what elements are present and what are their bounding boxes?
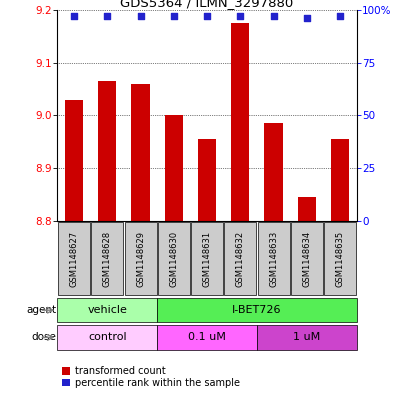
Point (104, 13, 110, 20)
Point (71, 13, 77, 20)
Bar (264, 123, 282, 221)
Title: GDS5364 / ILMN_3297880: GDS5364 / ILMN_3297880 (120, 0, 293, 9)
Point (303, 15, 309, 22)
Text: 0.1 uM: 0.1 uM (188, 332, 225, 342)
Text: I-BET726: I-BET726 (231, 305, 281, 315)
Bar (131, 84, 149, 221)
FancyBboxPatch shape (324, 222, 355, 295)
Point (336, 13, 342, 20)
Point (236, 13, 243, 20)
FancyBboxPatch shape (91, 222, 123, 295)
FancyBboxPatch shape (57, 325, 157, 350)
Text: GSM1148628: GSM1148628 (103, 231, 112, 287)
Point (137, 13, 144, 20)
Text: GSM1148631: GSM1148631 (202, 231, 211, 287)
FancyBboxPatch shape (256, 325, 356, 350)
Text: GSM1148633: GSM1148633 (268, 231, 277, 287)
FancyBboxPatch shape (57, 298, 157, 322)
FancyBboxPatch shape (224, 222, 256, 295)
Text: GSM1148627: GSM1148627 (70, 231, 79, 287)
FancyBboxPatch shape (257, 222, 289, 295)
FancyBboxPatch shape (124, 222, 156, 295)
Point (170, 13, 177, 20)
Text: GSM1148629: GSM1148629 (136, 231, 145, 287)
Legend: transformed count, percentile rank within the sample: transformed count, percentile rank withi… (62, 366, 239, 388)
Bar (98, 81, 116, 221)
Bar (65, 99, 83, 221)
FancyBboxPatch shape (157, 298, 356, 322)
FancyBboxPatch shape (157, 222, 189, 295)
Text: vehicle: vehicle (87, 305, 127, 315)
Text: GSM1148630: GSM1148630 (169, 231, 178, 287)
Bar (164, 116, 182, 221)
Text: GSM1148634: GSM1148634 (301, 231, 310, 287)
Bar (330, 139, 348, 221)
Text: 1 uM: 1 uM (292, 332, 320, 342)
Text: GSM1148635: GSM1148635 (335, 231, 344, 287)
Point (203, 13, 210, 20)
FancyBboxPatch shape (191, 222, 222, 295)
Text: control: control (88, 332, 126, 342)
FancyBboxPatch shape (157, 325, 256, 350)
Bar (231, 23, 249, 221)
Text: GSM1148632: GSM1148632 (235, 231, 244, 287)
Text: dose: dose (32, 332, 56, 342)
Bar (297, 197, 315, 221)
FancyBboxPatch shape (290, 222, 322, 295)
Point (270, 13, 276, 20)
FancyBboxPatch shape (58, 222, 90, 295)
Text: agent: agent (27, 305, 56, 315)
Bar (198, 139, 216, 221)
